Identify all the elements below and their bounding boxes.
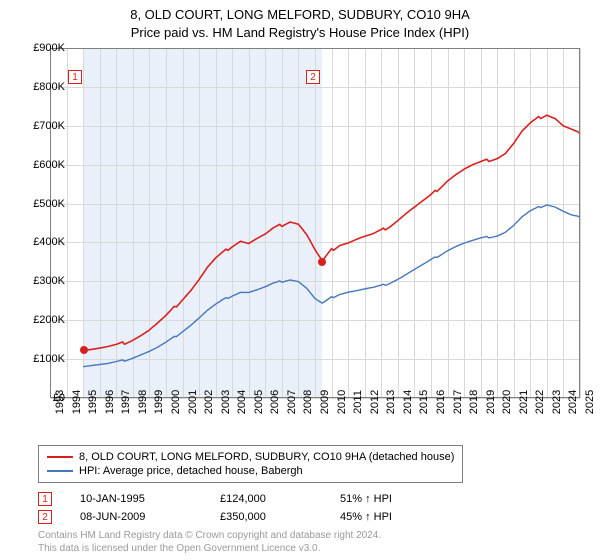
legend-row: HPI: Average price, detached house, Babe… xyxy=(47,464,454,478)
y-tick-label: £200K xyxy=(33,314,65,326)
x-tick-label: 2023 xyxy=(551,390,563,414)
legend-label: 8, OLD COURT, LONG MELFORD, SUDBURY, CO1… xyxy=(79,451,454,463)
sale-dot xyxy=(318,258,326,266)
sale-date: 08-JUN-2009 xyxy=(80,511,220,523)
sale-dot xyxy=(80,346,88,354)
legend-swatch xyxy=(47,470,73,472)
y-tick-label: £500K xyxy=(33,198,65,210)
x-tick-label: 2005 xyxy=(253,390,265,414)
x-tick-label: 2010 xyxy=(336,390,348,414)
sale-index-box: 2 xyxy=(38,510,52,524)
legend-label: HPI: Average price, detached house, Babe… xyxy=(79,465,303,477)
x-tick-label: 2017 xyxy=(452,390,464,414)
x-tick-label: 2025 xyxy=(584,390,596,414)
sale-pct-vs-hpi: 45% ↑ HPI xyxy=(340,511,460,523)
y-tick-label: £900K xyxy=(33,42,65,54)
axis-top xyxy=(50,48,580,49)
sale-marker-box: 2 xyxy=(306,70,320,84)
sale-marker-box: 1 xyxy=(68,70,82,84)
sale-pct-vs-hpi: 51% ↑ HPI xyxy=(340,493,460,505)
legend-row: 8, OLD COURT, LONG MELFORD, SUDBURY, CO1… xyxy=(47,450,454,464)
x-tick-label: 2000 xyxy=(170,390,182,414)
chart-plot-area: 12 xyxy=(50,48,580,398)
footer-line: This data is licensed under the Open Gov… xyxy=(38,543,381,556)
y-tick-label: £800K xyxy=(33,81,65,93)
x-tick-label: 2015 xyxy=(418,390,430,414)
x-tick-label: 1995 xyxy=(87,390,99,414)
y-tick-label: £300K xyxy=(33,275,65,287)
sale-index-box: 1 xyxy=(38,492,52,506)
legend-swatch xyxy=(47,456,73,458)
chart-title-line2: Price paid vs. HM Land Registry's House … xyxy=(0,24,600,42)
axis-left xyxy=(50,48,51,398)
sales-table: 1 10-JAN-1995 £124,000 51% ↑ HPI 2 08-JU… xyxy=(38,490,460,526)
y-tick-label: £100K xyxy=(33,353,65,365)
x-tick-label: 2013 xyxy=(385,390,397,414)
x-tick-label: 1994 xyxy=(71,390,83,414)
x-tick-label: 1999 xyxy=(153,390,165,414)
x-tick-label: 1996 xyxy=(104,390,116,414)
x-tick-label: 2004 xyxy=(236,390,248,414)
y-tick-label: £400K xyxy=(33,236,65,248)
x-tick-label: 2009 xyxy=(319,390,331,414)
sale-price: £124,000 xyxy=(220,493,340,505)
x-tick-label: 2012 xyxy=(369,390,381,414)
sales-row: 2 08-JUN-2009 £350,000 45% ↑ HPI xyxy=(38,508,460,526)
x-tick-label: 2022 xyxy=(534,390,546,414)
footer-line: Contains HM Land Registry data © Crown c… xyxy=(38,530,381,543)
sales-row: 1 10-JAN-1995 £124,000 51% ↑ HPI xyxy=(38,490,460,508)
footer-attribution: Contains HM Land Registry data © Crown c… xyxy=(38,530,381,555)
x-tick-label: 1998 xyxy=(137,390,149,414)
series-hpi xyxy=(83,205,580,367)
x-tick-label: 2008 xyxy=(302,390,314,414)
x-tick-label: 2001 xyxy=(187,390,199,414)
chart-title-line1: 8, OLD COURT, LONG MELFORD, SUDBURY, CO1… xyxy=(0,6,600,24)
chart-title-block: 8, OLD COURT, LONG MELFORD, SUDBURY, CO1… xyxy=(0,0,600,41)
x-tick-label: 2016 xyxy=(435,390,447,414)
series-lines xyxy=(50,48,580,398)
y-tick-label: £700K xyxy=(33,120,65,132)
x-tick-label: 2002 xyxy=(203,390,215,414)
x-tick-label: 1993 xyxy=(54,390,66,414)
x-tick-label: 2019 xyxy=(485,390,497,414)
x-tick-label: 2021 xyxy=(518,390,530,414)
x-tick-label: 2024 xyxy=(567,390,579,414)
sale-price: £350,000 xyxy=(220,511,340,523)
x-tick-label: 1997 xyxy=(120,390,132,414)
x-tick-label: 2020 xyxy=(501,390,513,414)
x-tick-label: 2003 xyxy=(220,390,232,414)
sale-date: 10-JAN-1995 xyxy=(80,493,220,505)
x-tick-label: 2007 xyxy=(286,390,298,414)
legend: 8, OLD COURT, LONG MELFORD, SUDBURY, CO1… xyxy=(38,445,463,483)
x-tick-label: 2014 xyxy=(402,390,414,414)
x-tick-label: 2018 xyxy=(468,390,480,414)
x-tick-label: 2006 xyxy=(269,390,281,414)
y-tick-label: £600K xyxy=(33,159,65,171)
axis-right xyxy=(579,48,580,398)
x-tick-label: 2011 xyxy=(352,390,364,414)
